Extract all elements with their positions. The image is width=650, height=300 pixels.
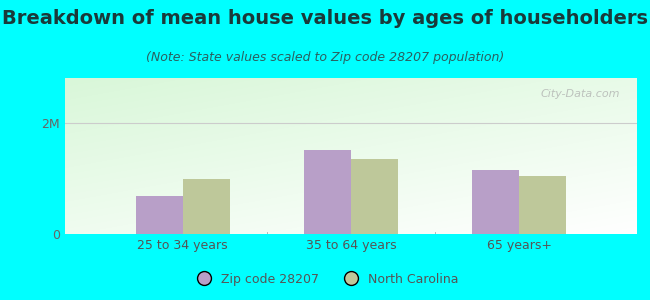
Text: City-Data.com: City-Data.com [540, 89, 620, 99]
Text: Breakdown of mean house values by ages of householders: Breakdown of mean house values by ages o… [2, 9, 648, 28]
Bar [519, 176, 566, 234]
Bar [472, 170, 519, 234]
Text: (Note: State values scaled to Zip code 28207 population): (Note: State values scaled to Zip code 2… [146, 51, 504, 64]
Legend: Zip code 28207, North Carolina: Zip code 28207, North Carolina [187, 268, 463, 291]
Bar [304, 150, 351, 234]
Bar [183, 179, 230, 234]
Bar [351, 159, 398, 234]
Bar [136, 196, 183, 234]
